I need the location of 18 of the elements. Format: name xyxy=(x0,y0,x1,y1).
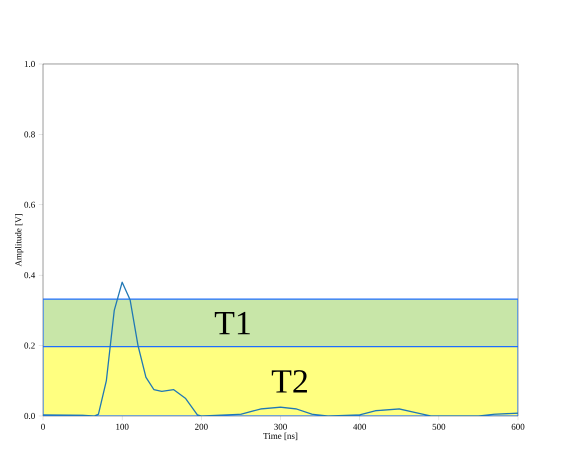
x-axis-title: Time [ns] xyxy=(263,432,298,440)
x-tick-label: 400 xyxy=(353,424,366,430)
y-tick-label: 0.4 xyxy=(24,272,36,278)
band-label: T1 xyxy=(214,312,250,334)
x-tick-label: 600 xyxy=(512,424,524,430)
y-tick-label: 0.6 xyxy=(24,202,35,208)
line-series xyxy=(43,282,518,416)
y-tick-label: 1.0 xyxy=(24,60,35,68)
x-tick-label: 0 xyxy=(41,424,45,430)
y-tick-label: 0.0 xyxy=(24,412,35,420)
y-tick-label: 0.8 xyxy=(24,131,35,138)
x-tick-label: 200 xyxy=(195,424,208,430)
y-axis-title: Amplitude [V] xyxy=(15,214,24,266)
band-label: T2 xyxy=(272,370,307,393)
y-tick-label: 0.2 xyxy=(24,342,35,349)
x-tick-label: 300 xyxy=(274,424,287,430)
x-tick-label: 100 xyxy=(116,424,129,430)
x-tick-label: 500 xyxy=(432,424,446,430)
